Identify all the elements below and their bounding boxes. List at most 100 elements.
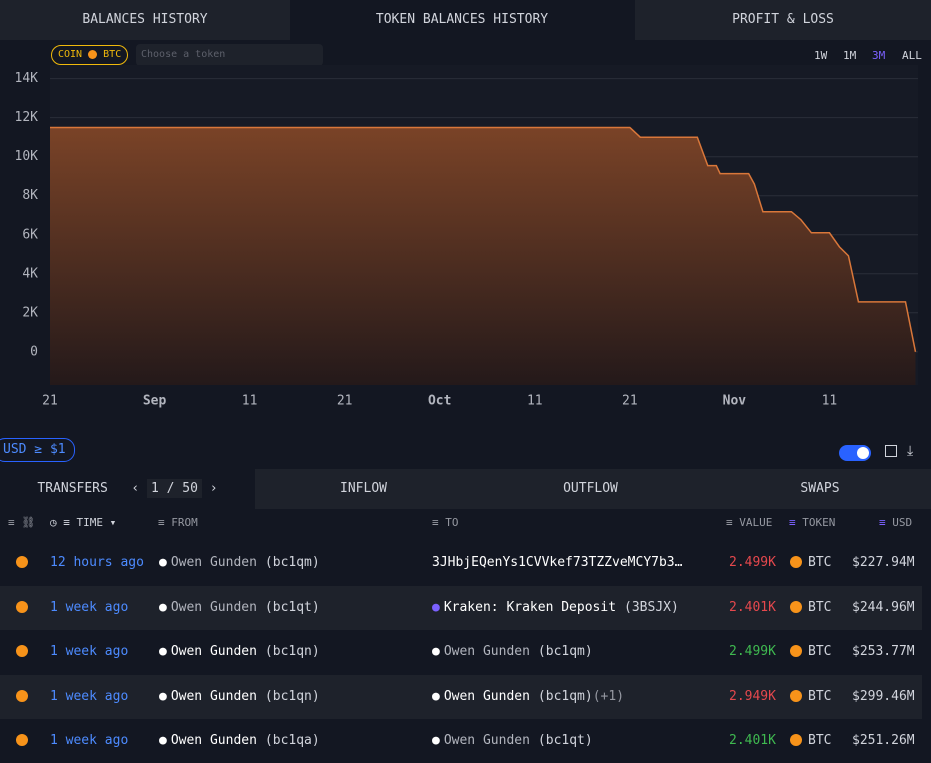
from-cell: ●Owen Gunden(bc1qa)	[159, 733, 320, 748]
page-indicator: 1 / 50	[147, 479, 202, 498]
entity-icon: ●	[432, 600, 440, 615]
time-cell: 1 week ago	[50, 689, 128, 704]
column-header[interactable]: ≡ VALUE	[726, 516, 772, 529]
header-label: USD	[892, 516, 912, 529]
value-cell: 2.499K	[729, 644, 776, 659]
time-link: 1 week ago	[50, 689, 128, 704]
entity-icon: ●	[159, 733, 167, 748]
subtab[interactable]: OUTFLOW	[472, 469, 709, 509]
value: 2.401K	[729, 600, 776, 615]
to-cell: ●Owen Gunden(bc1qm)	[432, 644, 593, 659]
token: BTC	[808, 600, 831, 615]
value-cell: 2.499K	[729, 555, 776, 570]
to-addr: (bc1qt)	[538, 733, 593, 748]
time-link: 1 week ago	[50, 733, 128, 748]
token: BTC	[808, 689, 831, 704]
toggle[interactable]	[839, 445, 871, 461]
value-cell: 2.401K	[729, 600, 776, 615]
table-row: 12 hours ago●Owen Gunden(bc1qm)3JHbjEQen…	[0, 541, 922, 585]
x-tick-label: Oct	[428, 394, 451, 409]
usd-cell: $253.77M	[852, 644, 915, 659]
to-name: Owen Gunden	[444, 689, 530, 704]
usd-cell: $244.96M	[852, 600, 915, 615]
entity-icon: ●	[159, 644, 167, 659]
column-header[interactable]: ◷ ≡ TIME ▾	[50, 516, 116, 529]
from-cell: ●Owen Gunden(bc1qt)	[159, 600, 320, 615]
token-cell: BTC	[790, 689, 831, 704]
time-link: 1 week ago	[50, 600, 128, 615]
from-cell: ●Owen Gunden(bc1qn)	[159, 644, 320, 659]
from-addr: (bc1qa)	[265, 733, 320, 748]
column-header[interactable]: ≡ TO	[432, 516, 459, 529]
btc-icon	[790, 601, 802, 613]
to-cell: ● Owen Gunden (bc1qm)(+1)	[432, 689, 624, 704]
to-addr: (bc1qm)	[538, 689, 593, 704]
entity-icon: ●	[159, 689, 167, 704]
usd-cell: $227.94M	[852, 555, 915, 570]
x-tick-label: 21	[622, 394, 638, 409]
table-row: 1 week ago●Owen Gunden(bc1qa)●Owen Gunde…	[0, 719, 922, 763]
usd: $299.46M	[852, 689, 915, 704]
x-tick-label: 11	[242, 394, 258, 409]
y-tick-label: 6K	[22, 227, 38, 242]
to-name: Owen Gunden	[444, 644, 530, 659]
header-label: TIME	[77, 516, 104, 529]
header-label: VALUE	[739, 516, 772, 529]
undefined	[16, 555, 28, 570]
usd: $253.77M	[852, 644, 915, 659]
filter-icon[interactable]: ≡ ⛓	[8, 516, 35, 529]
download-button[interactable]: ⤓	[907, 443, 913, 459]
entity-icon: ●	[432, 644, 440, 659]
time-link: 12 hours ago	[50, 555, 144, 570]
to-name: 3JHbjEQenYs1CVVkef73TZZveMCY7b3…	[432, 555, 682, 570]
tab[interactable]: PROFIT & LOSS	[635, 0, 931, 40]
token: BTC	[808, 555, 831, 570]
y-tick-label: 2K	[22, 305, 38, 320]
column-header[interactable]: ≡ TOKEN	[789, 516, 835, 529]
header-label: FROM	[171, 516, 198, 529]
btc-icon	[790, 556, 802, 568]
to-cell: ●Kraken: Kraken Deposit(3BSJX)	[432, 600, 679, 615]
to-cell: 3JHbjEQenYs1CVVkef73TZZveMCY7b3…	[432, 555, 682, 570]
time-cell: 12 hours ago	[50, 555, 144, 570]
token-cell: BTC	[790, 644, 831, 659]
undefined	[16, 644, 28, 659]
table-row: 1 week ago●Owen Gunden(bc1qn)●Owen Gunde…	[0, 630, 922, 674]
column-header[interactable]: ≡ USD	[879, 516, 912, 529]
tab[interactable]: BALANCES HISTORY	[0, 0, 290, 40]
time-cell: 1 week ago	[50, 733, 128, 748]
copy-button[interactable]	[885, 445, 897, 457]
btc-icon	[16, 601, 28, 613]
time-link: 1 week ago	[50, 644, 128, 659]
y-tick-label: 4K	[22, 266, 38, 281]
value: 2.499K	[729, 644, 776, 659]
y-tick-label: 14K	[15, 71, 39, 86]
value-cell: 2.949K	[729, 689, 776, 704]
subtab-active[interactable]: TRANSFERS ‹ 1 / 50 ›	[0, 469, 255, 509]
from-cell: ●Owen Gunden(bc1qn)	[159, 689, 320, 704]
from-addr: (bc1qt)	[265, 600, 320, 615]
filter-chip[interactable]: USD ≥ $1	[0, 438, 75, 462]
btc-icon	[790, 690, 802, 702]
y-tick-label: 10K	[15, 149, 39, 164]
subtab[interactable]: INFLOW	[255, 469, 472, 509]
value: 2.401K	[729, 733, 776, 748]
x-tick-label: 21	[42, 394, 58, 409]
entity-icon: ●	[432, 689, 440, 704]
to-extra: (+1)	[593, 689, 624, 704]
usd-cell: $299.46M	[852, 689, 915, 704]
x-tick-label: Nov	[723, 394, 747, 409]
btc-icon	[16, 690, 28, 702]
entity-icon: ●	[432, 733, 440, 748]
entity-icon: ●	[159, 555, 167, 570]
to-name: Owen Gunden	[444, 733, 530, 748]
token-cell: BTC	[790, 733, 831, 748]
from-name: Owen Gunden	[171, 555, 257, 570]
tab-active[interactable]: TOKEN BALANCES HISTORY	[292, 0, 632, 40]
btc-icon	[790, 734, 802, 746]
y-tick-label: 8K	[22, 188, 38, 203]
undefined	[16, 689, 28, 704]
column-header[interactable]: ≡ FROM	[158, 516, 198, 529]
subtab[interactable]: SWAPS	[709, 469, 931, 509]
